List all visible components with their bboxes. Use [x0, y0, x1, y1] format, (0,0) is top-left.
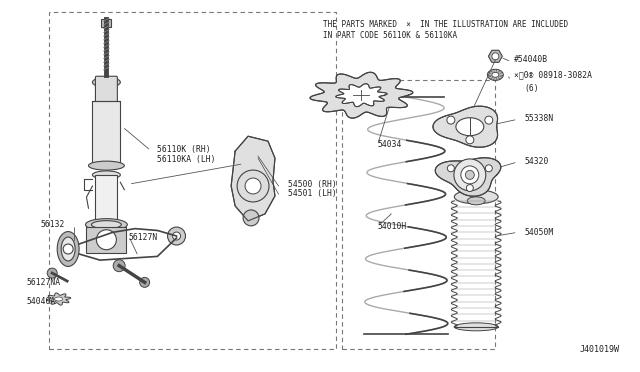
Text: 54034: 54034	[378, 140, 402, 149]
Text: 56127NA: 56127NA	[27, 278, 61, 287]
Ellipse shape	[92, 77, 120, 87]
Ellipse shape	[456, 118, 484, 136]
Ellipse shape	[86, 219, 127, 231]
Circle shape	[113, 260, 125, 272]
Text: 55338N: 55338N	[524, 114, 554, 123]
Text: THE PARTS MARKED  ×  IN THE ILLUSTRATION ARE INCLUDED: THE PARTS MARKED × IN THE ILLUSTRATION A…	[323, 20, 568, 29]
Text: 56110KA (LH): 56110KA (LH)	[157, 155, 216, 164]
Ellipse shape	[92, 171, 120, 179]
Bar	[49, 12, 336, 349]
Ellipse shape	[61, 237, 75, 261]
Polygon shape	[435, 158, 501, 196]
Circle shape	[485, 116, 493, 124]
Text: IN PART CODE 56110K & 56110KA: IN PART CODE 56110K & 56110KA	[323, 31, 458, 41]
Text: 54501 (LH): 54501 (LH)	[288, 189, 337, 198]
Circle shape	[466, 136, 474, 144]
FancyBboxPatch shape	[86, 227, 126, 253]
Bar	[342, 80, 495, 349]
FancyBboxPatch shape	[101, 19, 111, 27]
Text: 56110K (RH): 56110K (RH)	[157, 145, 211, 154]
Polygon shape	[46, 293, 71, 305]
Text: 54040A: 54040A	[27, 297, 56, 306]
FancyBboxPatch shape	[95, 76, 117, 102]
Circle shape	[257, 163, 265, 171]
Ellipse shape	[467, 197, 485, 205]
Circle shape	[243, 155, 253, 165]
Polygon shape	[231, 136, 275, 221]
Polygon shape	[336, 84, 387, 107]
Polygon shape	[433, 106, 497, 147]
Circle shape	[492, 53, 499, 60]
Ellipse shape	[88, 161, 124, 170]
Ellipse shape	[454, 323, 498, 331]
Ellipse shape	[454, 190, 498, 204]
Circle shape	[173, 232, 180, 240]
Circle shape	[447, 165, 454, 172]
Circle shape	[243, 210, 259, 226]
Circle shape	[245, 178, 261, 194]
Circle shape	[454, 159, 486, 191]
Text: ×␕0® 08918-3082A: ×␕0® 08918-3082A	[515, 70, 593, 79]
Polygon shape	[488, 69, 503, 80]
Circle shape	[461, 166, 479, 184]
Text: 54010H: 54010H	[378, 222, 406, 231]
Ellipse shape	[92, 221, 122, 229]
Polygon shape	[488, 50, 502, 62]
Ellipse shape	[252, 161, 270, 173]
Text: 54500 (RH): 54500 (RH)	[288, 180, 337, 189]
FancyBboxPatch shape	[95, 175, 117, 223]
Text: 54050M: 54050M	[524, 228, 554, 237]
Text: J401019W: J401019W	[580, 344, 620, 353]
Text: #54040B: #54040B	[515, 55, 548, 64]
Circle shape	[47, 268, 57, 278]
Circle shape	[237, 170, 269, 202]
Ellipse shape	[57, 231, 79, 266]
Text: 56132: 56132	[41, 221, 65, 230]
Ellipse shape	[237, 153, 259, 167]
Circle shape	[467, 185, 474, 192]
Circle shape	[63, 244, 73, 254]
Circle shape	[140, 278, 150, 287]
Text: (6): (6)	[524, 84, 539, 93]
Text: 56127N: 56127N	[129, 233, 158, 243]
Polygon shape	[54, 297, 63, 301]
Circle shape	[465, 170, 474, 179]
FancyBboxPatch shape	[92, 101, 120, 164]
Polygon shape	[492, 73, 499, 77]
Text: 54320: 54320	[524, 157, 548, 166]
Circle shape	[485, 165, 492, 172]
Circle shape	[97, 230, 116, 250]
Polygon shape	[310, 72, 413, 118]
Circle shape	[168, 227, 186, 245]
Circle shape	[447, 116, 455, 124]
